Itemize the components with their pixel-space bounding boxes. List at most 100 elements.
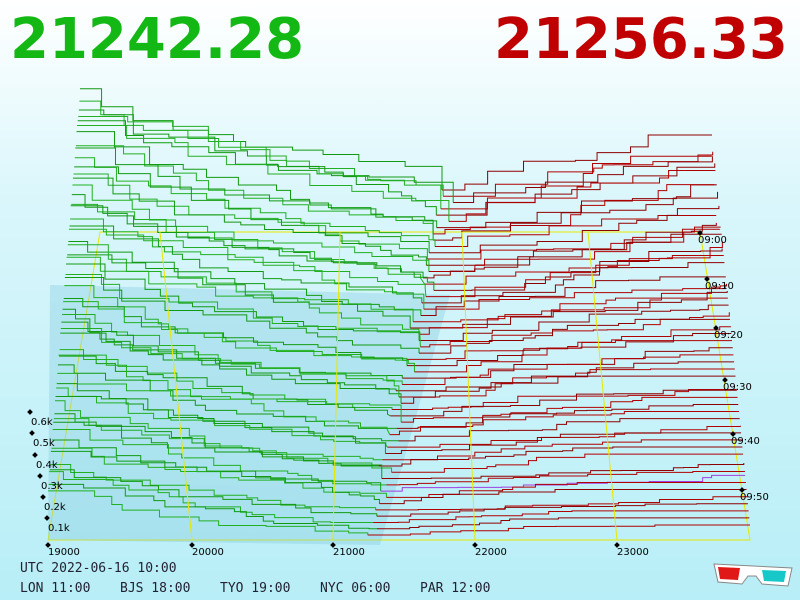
tick-dot [45,542,51,548]
bid-line [59,355,391,417]
ask-line [435,215,717,247]
bid-price: 21242.28 [10,7,304,72]
depth-tick-label: 0.5k [33,438,55,449]
bid-line [78,109,454,203]
city-time: TYO 19:00 [220,581,290,596]
price-tick-label: 22000 [475,547,507,558]
bid-line [68,240,422,316]
ask-line [386,471,745,486]
bid-line [48,490,369,535]
bid-line [75,147,434,241]
price-tick-label: 20000 [192,547,224,558]
ask-line [376,517,750,530]
bid-line [70,218,427,297]
bid-line [70,205,435,291]
ask-line [433,191,719,241]
time-tick-label: 09:50 [740,492,769,503]
bid-line [61,321,397,391]
ask-line [425,255,724,298]
bid-line [55,395,386,454]
ask-line [387,425,741,448]
ask-line [423,284,726,310]
time-tick-label: 09:00 [698,235,727,246]
depth-lines [48,88,750,541]
tick-dot [697,230,703,236]
ask-price: 21256.33 [494,7,788,72]
bid-line [67,244,414,322]
depth-tick-label: 0.1k [48,523,70,534]
price-tick-label: 19000 [48,547,80,558]
depth-tick-label: 0.4k [36,460,58,471]
bid-line [65,274,421,347]
ask-line [373,510,749,523]
glasses-icon [713,563,793,587]
bid-line [49,471,374,523]
bid-line [50,450,380,504]
city-time: NYC 06:00 [320,581,390,596]
bid-line [51,447,387,498]
tick-dot [713,325,719,331]
tick-dot [27,409,33,415]
ask-line [421,262,725,304]
ask-line [448,169,716,222]
bid-line [69,225,423,303]
ask-line [436,184,717,229]
time-tick-label: 09:10 [705,281,734,292]
ask-line [402,354,734,385]
bid-line [73,173,428,259]
ask-line [378,446,743,467]
ask-line [433,248,723,291]
ask-line [420,276,726,316]
bid-line [57,364,397,429]
utc-time: UTC 2022-06-16 10:00 [20,561,177,576]
bid-line [66,256,420,335]
time-tick-label: 09:20 [714,330,743,341]
bid-line [64,285,408,360]
ask-line [396,403,739,429]
floor-line [159,231,193,541]
bid-line [54,400,383,461]
axis-ticks: 19000 20000 21000 22000 23000 0.1k 0.2k 0.3k 0.4… [27,230,769,558]
ask-line [406,326,732,360]
ask-line [418,297,728,335]
tick-dot [472,542,478,548]
city-time: BJS 18:00 [120,581,190,596]
ask-line [375,496,748,511]
ask-line [433,184,715,235]
ask-line [385,432,742,454]
bid-line [67,254,411,328]
depth-tick-label: 0.2k [44,502,66,513]
bid-line [72,184,430,272]
ask-line [413,283,728,323]
ask-line [420,312,730,348]
bid-line [48,483,377,530]
tick-dot [730,431,736,437]
bid-line [74,157,436,247]
depth-tick-label: 0.3k [41,481,63,492]
ask-line [381,462,745,480]
depth-tick-label: 0.6k [31,417,53,428]
ask-line [428,226,721,273]
bid-line [60,332,402,404]
tick-dot [44,515,50,521]
ask-line [367,524,750,536]
ask-line [398,418,740,442]
ask-line [419,304,729,342]
bid-line [78,115,442,209]
bid-line [57,372,391,435]
ask-line [440,155,712,210]
floor-frame [47,231,751,541]
bid-line [60,328,400,397]
ask-line [414,340,733,373]
bid-line [53,421,383,479]
time-tick-label: 09:30 [723,382,752,393]
city-time: PAR 12:00 [420,581,490,596]
ask-line [396,361,735,392]
tick-dot [722,377,728,383]
price-tick-label: 21000 [333,547,365,558]
bid-line [63,298,408,366]
ask-line [391,453,744,473]
bid-line [49,469,378,517]
bid-line [75,145,434,234]
